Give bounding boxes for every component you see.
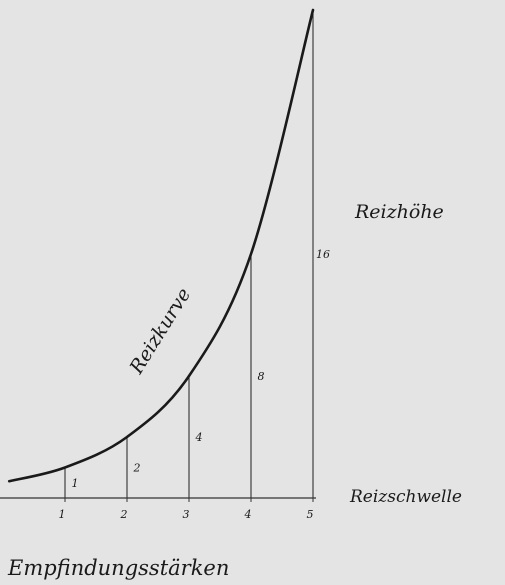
stem-label: 2 — [133, 462, 141, 475]
x-tick-label: 5 — [307, 508, 314, 521]
stem-label: 8 — [258, 370, 265, 383]
bottom-label: Empfindungsstärken — [7, 556, 229, 580]
x-tick-label: 3 — [183, 508, 190, 521]
stem-label: 1 — [72, 477, 79, 490]
curve — [7, 8, 315, 483]
x-tick-label: 4 — [244, 508, 252, 521]
x-axis-label: Reizschwelle — [349, 487, 462, 507]
x-tick-label: 2 — [120, 508, 128, 521]
y-label: Reizhöhe — [354, 201, 444, 223]
stem-label: 16 — [316, 248, 330, 261]
x-tick-label: 1 — [59, 508, 66, 521]
stem-label: 4 — [195, 431, 203, 444]
